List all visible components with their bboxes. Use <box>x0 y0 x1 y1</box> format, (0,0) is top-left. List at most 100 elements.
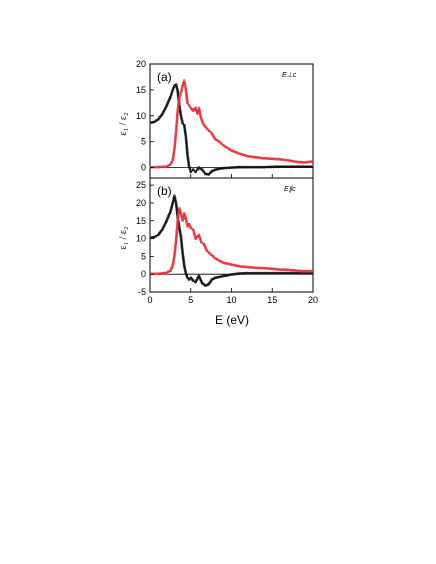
series-eps1-point <box>191 279 195 283</box>
series-eps2-point <box>215 257 219 261</box>
series-eps2-point <box>187 104 191 107</box>
series-eps2-point <box>149 165 153 169</box>
series-eps2-point <box>181 84 185 88</box>
series-eps2-point <box>228 147 231 151</box>
y-tick-label: 0 <box>141 269 146 279</box>
series-eps2-point <box>213 137 217 141</box>
y-tick-label: 15 <box>136 216 146 226</box>
x-tick-label: 15 <box>267 295 277 305</box>
series-eps2-line <box>150 80 314 168</box>
series-eps1-point <box>154 119 158 123</box>
series-eps2-point <box>205 127 209 131</box>
panel-a: 0 5 10 15 20 (a) E⊥c ε₁ / ε₂ <box>118 59 314 179</box>
series-eps1-point <box>194 280 198 284</box>
series-eps1-point <box>187 165 191 169</box>
series-eps1-point <box>195 278 199 282</box>
y-tick-label: 25 <box>136 180 146 190</box>
series-eps2-point <box>197 233 201 237</box>
series-eps1-point <box>156 233 160 237</box>
series-eps1-point <box>161 226 165 230</box>
x-tick-label: 5 <box>188 295 193 305</box>
series-eps1-point <box>154 234 158 238</box>
panel-a-x-ticks <box>149 174 314 178</box>
y-tick-label: 0 <box>141 163 146 173</box>
y-tick-label: 5 <box>141 137 146 147</box>
y-tick-label: -5 <box>138 287 146 297</box>
series-eps2-point <box>205 249 209 253</box>
series-eps2-point <box>195 109 198 113</box>
x-axis-title: E (eV) <box>215 313 249 327</box>
series-eps2-point <box>154 272 158 276</box>
series-eps1-point <box>181 121 185 125</box>
series-eps1-point <box>207 172 211 176</box>
series-eps1-point <box>205 172 209 176</box>
series-eps2-point <box>213 256 217 260</box>
series-eps2-point <box>201 122 205 126</box>
series-eps2-point <box>166 270 170 274</box>
series-eps2-point <box>186 101 189 105</box>
panel-a-y-axis-label: ε₁ / ε₂ <box>118 112 129 135</box>
panel-a-label: (a) <box>157 70 172 84</box>
series-eps1-point <box>191 168 195 172</box>
panel-b-y-ticks: -5 0 5 10 15 20 25 <box>136 180 154 297</box>
series-eps2-point <box>204 125 208 129</box>
y-tick-label: 5 <box>141 251 146 261</box>
series-eps1-point <box>149 121 153 125</box>
series-eps1-point <box>188 167 192 171</box>
series-eps2-point <box>181 81 185 85</box>
series-eps1-point <box>189 170 193 174</box>
series-eps2-point <box>209 253 213 257</box>
series-eps1-point <box>195 168 199 172</box>
series-eps1-point <box>159 114 163 118</box>
series-eps2-point <box>207 251 211 255</box>
y-tick-label: 20 <box>136 198 146 208</box>
panel-b-series <box>149 194 314 288</box>
series-eps2-point <box>199 240 203 244</box>
series-eps1-point <box>150 120 154 124</box>
series-eps2-point <box>199 238 202 242</box>
y-tick-label: 15 <box>136 85 146 95</box>
x-tick-label: 10 <box>226 295 236 305</box>
series-eps1-point <box>200 168 204 172</box>
series-eps1-point <box>187 278 191 281</box>
series-eps2-line <box>150 208 314 275</box>
series-eps2-point <box>215 138 219 142</box>
series-eps1-point <box>194 170 198 174</box>
series-eps2-point <box>194 237 198 241</box>
x-tick-label: 0 <box>147 295 152 305</box>
series-eps1-point <box>158 116 161 120</box>
series-eps2-point <box>166 164 170 168</box>
series-eps2-point <box>223 145 227 149</box>
panel-a-series <box>149 79 314 176</box>
series-eps1-point <box>172 194 176 198</box>
series-eps1-point <box>186 276 189 280</box>
series-eps2-point <box>207 129 211 133</box>
series-eps2-point <box>202 123 206 127</box>
series-eps2-point <box>178 208 182 212</box>
series-eps1-point <box>156 118 160 121</box>
series-eps2-point <box>195 235 199 239</box>
series-eps1-point <box>180 116 183 120</box>
series-eps1-point <box>170 90 174 94</box>
panel-b-y-axis-label: ε₁ / ε₂ <box>118 226 129 249</box>
series-eps2-point <box>177 96 181 100</box>
x-tick-label: 20 <box>308 295 318 305</box>
series-eps2-point <box>181 216 185 220</box>
series-eps2-point <box>198 235 202 239</box>
series-eps1-point <box>169 93 173 97</box>
panel-a-annotation: E⊥c <box>282 72 297 79</box>
series-eps2-point <box>211 254 215 258</box>
series-eps2-point <box>221 143 225 147</box>
series-eps1-point <box>203 172 207 176</box>
series-eps2-point <box>217 259 221 263</box>
panel-b-annotation: E∥c <box>284 185 296 193</box>
series-eps2-point <box>309 269 313 273</box>
series-eps2-point <box>309 160 313 164</box>
y-tick-label: 20 <box>136 59 146 69</box>
series-eps1-point <box>158 231 161 235</box>
series-eps1-point <box>162 224 166 228</box>
panel-b-x-ticks: 0 5 10 15 20 <box>147 288 318 305</box>
y-tick-label: 10 <box>136 234 146 244</box>
